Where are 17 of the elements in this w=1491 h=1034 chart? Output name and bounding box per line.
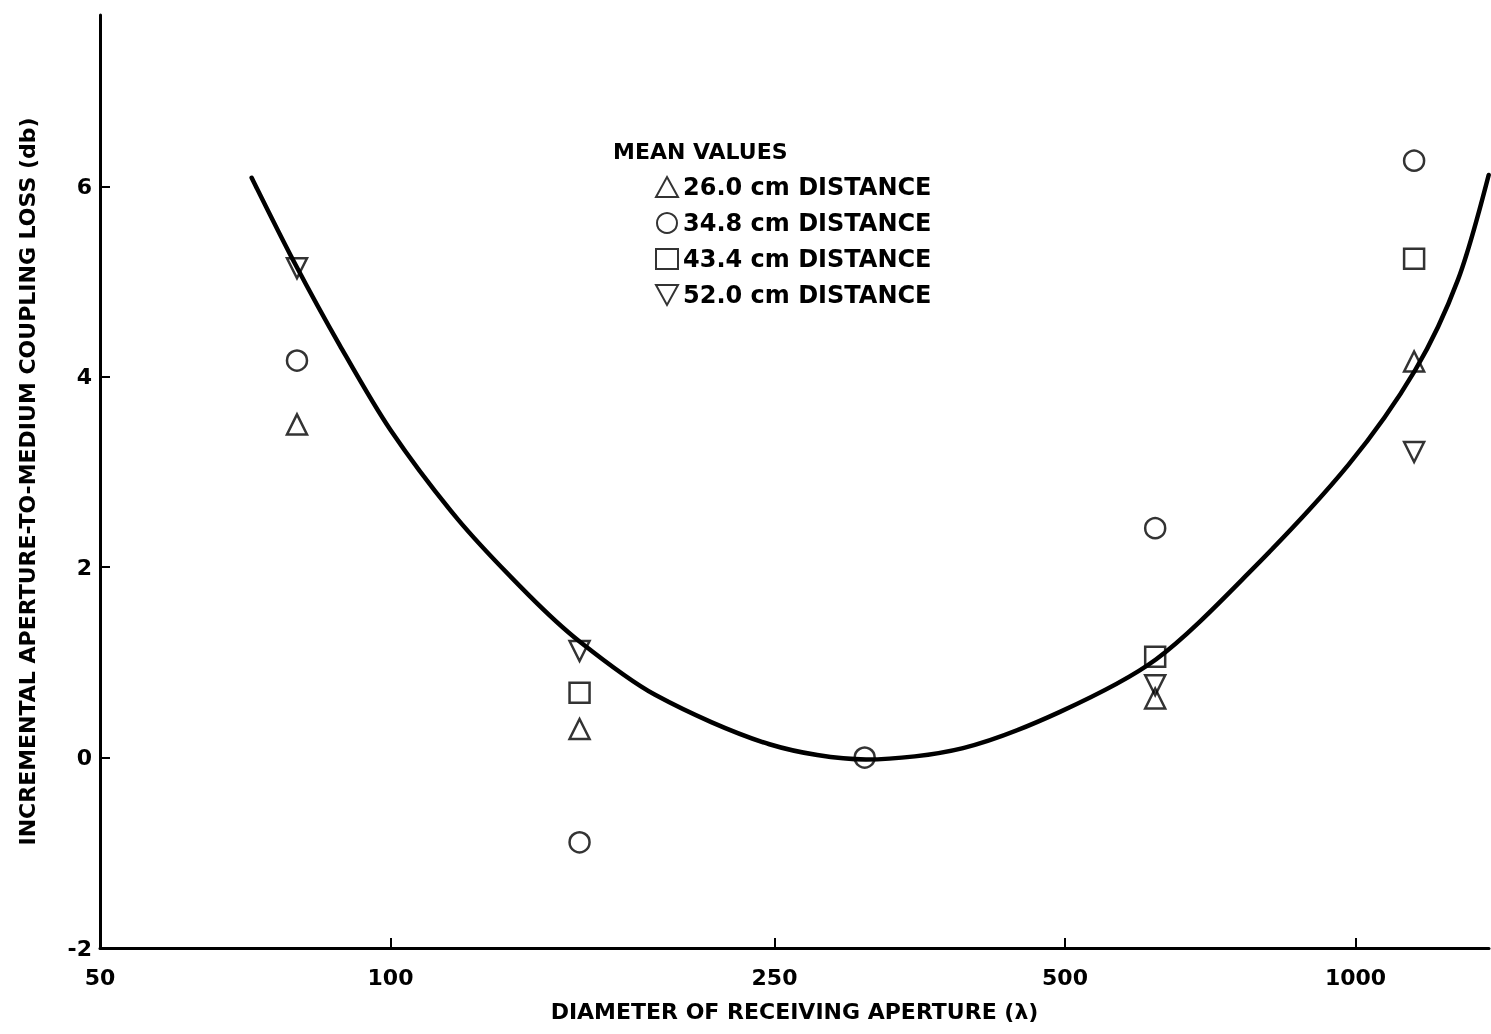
x-tick-label: 500 [1042, 964, 1088, 990]
y-tick-label: 0 [76, 745, 92, 771]
legend-label: 52.0 cm DISTANCE [683, 281, 932, 309]
y-tick-label: 2 [76, 554, 92, 580]
legend-label: 43.4 cm DISTANCE [683, 245, 932, 273]
legend-label: 26.0 cm DISTANCE [683, 173, 932, 201]
legend-label: 34.8 cm DISTANCE [683, 209, 932, 237]
x-tick-label: 50 [84, 964, 116, 990]
legend-title: MEAN VALUES [613, 138, 788, 164]
y-tick-label: -2 [67, 935, 92, 961]
x-axis-title: DIAMETER OF RECEIVING APERTURE (λ) [550, 998, 1039, 1024]
x-tick-label: 100 [367, 964, 414, 990]
x-tick-label: 1000 [1324, 964, 1387, 990]
y-axis-title: INCREMENTAL APERTURE-TO-MEDIUM COUPLING LOSS (db) [14, 117, 40, 846]
x-tick-label: 250 [751, 964, 798, 990]
y-tick-label: 6 [76, 173, 92, 199]
y-tick-label: 4 [76, 364, 92, 390]
